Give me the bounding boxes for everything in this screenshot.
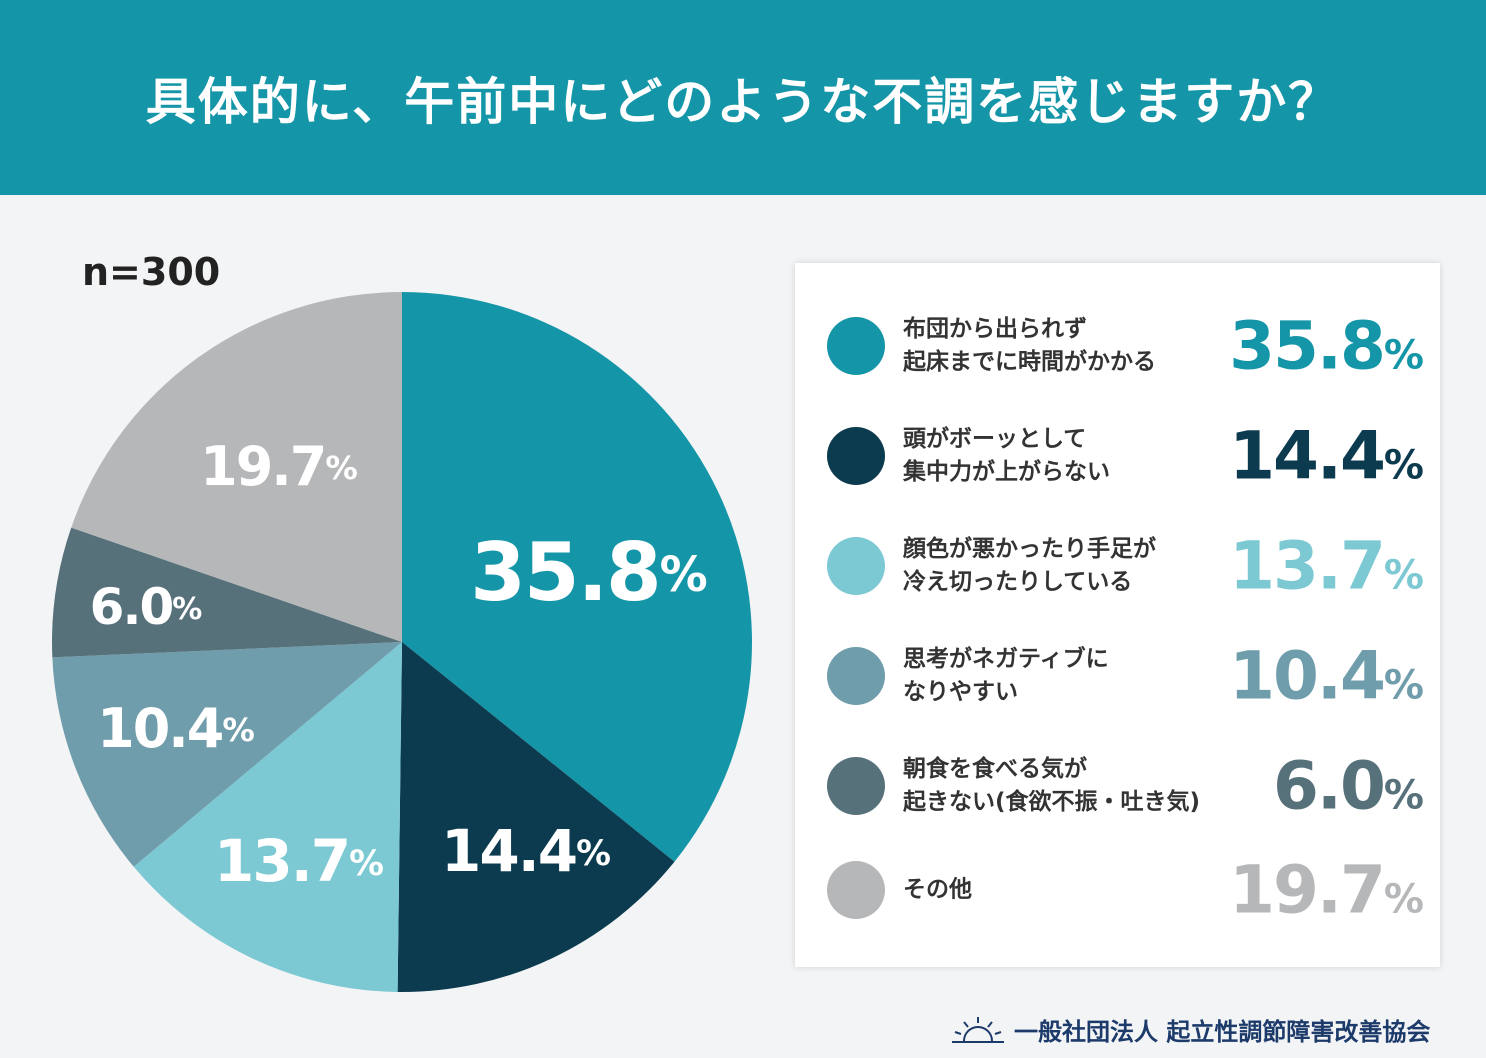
legend-value: 35.8% [1229,307,1424,385]
legend-swatch [827,757,885,815]
legend-label: 頭がボーッとして 集中力が上がらない [903,426,1110,485]
legend-item: 布団から出られず 起床までに時間がかかる 35.8% [795,306,1440,386]
pie-slice [402,292,752,862]
legend-value: 6.0% [1273,747,1424,825]
chart-title: 具体的に、午前中にどのような不調を感じますか？ [145,72,1341,131]
organization-name: 一般社団法人 起立性調節障害改善協会 [1014,1018,1431,1046]
legend-value: 10.4% [1229,637,1424,715]
legend-swatch [827,317,885,375]
legend-label: 朝食を食べる気が 起きない(食欲不振・吐き気) [903,756,1201,815]
slice-data-label: 19.7% [200,435,357,498]
pie-slice [133,642,402,992]
legend-value: 19.7% [1229,851,1424,929]
legend-swatch [827,427,885,485]
legend-item: その他 19.7% [795,850,1440,930]
legend: 布団から出られず 起床までに時間がかかる 35.8% 頭がボーッとして 集中力が上が… [795,263,1440,967]
slice-data-label: 10.4% [97,697,254,760]
pie-slice [52,527,403,658]
legend-label: 思考がネガティブに なりやすい [903,646,1109,705]
legend-item: 思考がネガティブに なりやすい 10.4% [795,636,1440,716]
legend-value: 14.4% [1229,417,1424,495]
header-banner: 具体的に、午前中にどのような不調を感じますか？ [0,0,1486,195]
pie-slice [52,642,403,867]
slice-data-label: 6.0% [90,578,203,636]
sample-size: n=300 [82,250,221,294]
slice-data-label: 13.7% [214,827,383,895]
pie-slice [397,642,675,992]
legend-label: 布団から出られず 起床までに時間がかかる [903,316,1156,375]
legend-value: 13.7% [1229,527,1424,605]
legend-swatch [827,647,885,705]
pie-slice [71,292,403,642]
legend-label: 顔色が悪かったり手足が 冷え切ったりしている [903,536,1156,595]
legend-item: 顔色が悪かったり手足が 冷え切ったりしている 13.7% [795,526,1440,606]
sunrise-logo-icon [952,1016,1004,1043]
slice-data-label: 35.8% [470,526,706,619]
legend-swatch [827,537,885,595]
footer-logo: 一般社団法人 起立性調節障害改善協会 [950,1012,1430,1047]
legend-item: 頭がボーッとして 集中力が上がらない 14.4% [795,416,1440,496]
legend-label: その他 [903,876,972,903]
legend-item: 朝食を食べる気が 起きない(食欲不振・吐き気) 6.0% [795,746,1440,826]
slice-data-label: 14.4% [441,817,610,885]
legend-swatch [827,861,885,919]
